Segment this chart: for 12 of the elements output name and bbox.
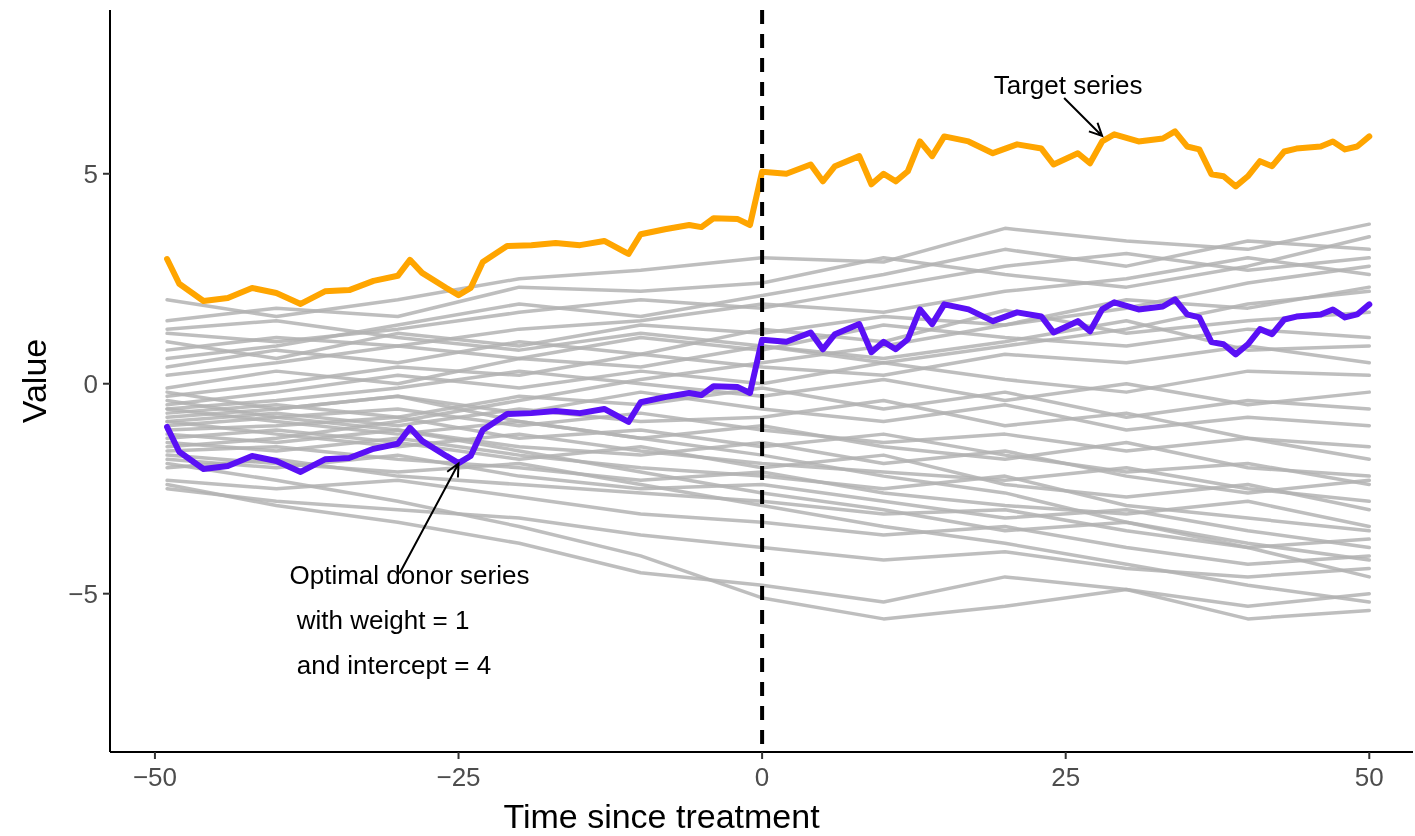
x-tick-label: 50: [1354, 762, 1384, 792]
y-tick-label: 5: [83, 158, 98, 189]
y-axis-title: Value: [15, 338, 53, 424]
x-tick-label: 0: [754, 762, 770, 792]
x-axis-title: Time since treatment: [503, 797, 821, 835]
x-tick-label: −25: [436, 762, 481, 792]
annotation: Optimal donor series with weight = 1 and intercept = 4: [289, 559, 530, 680]
x-tick-label: −50: [132, 762, 177, 792]
y-tick-label: 0: [83, 368, 98, 399]
annotation: Target series: [993, 69, 1143, 100]
y-tick-label: −5: [68, 578, 98, 609]
x-tick-label: 25: [1051, 762, 1081, 792]
